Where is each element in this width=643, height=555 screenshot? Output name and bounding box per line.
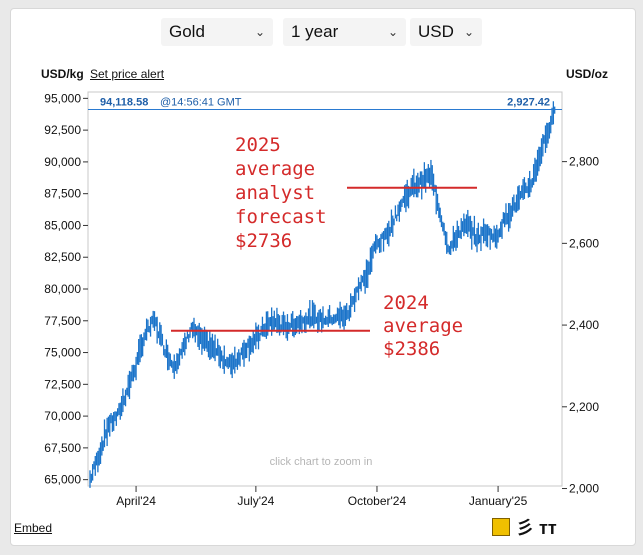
average-2024-annotation-line: average bbox=[383, 315, 463, 337]
chevron-down-icon: ⌄ bbox=[254, 25, 265, 39]
logo-cube-icon bbox=[492, 518, 510, 536]
left-axis-tick-label: 75,000 bbox=[44, 346, 81, 360]
chevron-down-icon: ⌄ bbox=[463, 25, 474, 39]
x-axis-tick-label: April'24 bbox=[116, 494, 156, 508]
price-series bbox=[89, 101, 556, 488]
right-axis-tick-label: 2,200 bbox=[569, 400, 599, 414]
forecast-2025-annotation-line: analyst bbox=[235, 182, 315, 204]
forecast-2025-annotation-line: $2736 bbox=[235, 230, 292, 252]
average-2024-annotation-line: 2024 bbox=[383, 292, 429, 314]
embed-link[interactable]: Embed bbox=[14, 521, 53, 535]
brand-logo: 彡 тт bbox=[492, 514, 557, 540]
average-2024-annotation-line: $2386 bbox=[383, 338, 440, 360]
left-axis-tick-label: 87,500 bbox=[44, 187, 81, 201]
left-axis-tick-label: 77,500 bbox=[44, 314, 81, 328]
left-axis-tick-label: 95,000 bbox=[44, 91, 81, 105]
left-axis-tick-label: 70,000 bbox=[44, 409, 81, 423]
x-axis-tick-label: January'25 bbox=[469, 494, 528, 508]
forecast-2025-annotation-line: forecast bbox=[235, 206, 327, 228]
current-price-time: @14:56:41 GMT bbox=[160, 97, 242, 109]
annotations: 2025averageanalystforecast$27362024avera… bbox=[235, 134, 463, 360]
forecast-2025-annotation-line: average bbox=[235, 158, 315, 180]
right-axis-tick-label: 2,800 bbox=[569, 155, 599, 169]
chart-card bbox=[10, 8, 636, 546]
left-axis-tick-label: 92,500 bbox=[44, 123, 81, 137]
currency-select[interactable]: USD ⌄ bbox=[410, 18, 482, 46]
metal-select-value: Gold bbox=[169, 22, 205, 41]
x-axis-tick-label: July'24 bbox=[237, 494, 274, 508]
right-axis-tick-label: 2,000 bbox=[569, 482, 599, 496]
current-price-oz: 2,927.42 bbox=[507, 97, 550, 109]
period-select[interactable]: 1 year ⌄ bbox=[283, 18, 406, 46]
left-axis: 65,000 67,500 70,000 72,500 75,000 77,500 80,0… bbox=[44, 91, 88, 487]
current-price-marker: 94,118.58 @14:56:41 GMT 2,927.42 bbox=[88, 97, 562, 111]
plot-frame bbox=[87, 91, 563, 487]
period-select-value: 1 year bbox=[291, 22, 339, 41]
reference-lines bbox=[171, 186, 477, 332]
x-axis: April'24 July'24 October'24 January'25 bbox=[116, 486, 528, 508]
left-axis-tick-label: 82,500 bbox=[44, 250, 81, 264]
left-axis-tick-label: 67,500 bbox=[44, 441, 81, 455]
currency-select-value: USD bbox=[418, 22, 454, 41]
left-axis-tick-label: 65,000 bbox=[44, 473, 81, 487]
left-axis-tick-label: 72,500 bbox=[44, 377, 81, 391]
left-axis-tick-label: 90,000 bbox=[44, 155, 81, 169]
zoom-hint: click chart to zoom in bbox=[270, 456, 373, 468]
left-unit-label: USD/kg bbox=[41, 67, 84, 81]
left-axis-tick-label: 85,000 bbox=[44, 218, 81, 232]
left-axis-tick-label: 80,000 bbox=[44, 282, 81, 296]
current-price-kg: 94,118.58 bbox=[100, 97, 148, 109]
right-axis-tick-label: 2,600 bbox=[569, 236, 599, 250]
plot-border bbox=[87, 91, 563, 487]
right-axis: 2,000 2,200 2,400 2,600 2,800 bbox=[562, 155, 599, 496]
set-price-alert-link[interactable]: Set price alert bbox=[90, 67, 165, 81]
forecast-2025-annotation-line: 2025 bbox=[235, 134, 281, 156]
right-axis-tick-label: 2,400 bbox=[569, 318, 599, 332]
x-axis-tick-label: October'24 bbox=[348, 494, 407, 508]
metal-select[interactable]: Gold ⌄ bbox=[161, 18, 273, 46]
logo-text: 彡 тт bbox=[516, 518, 557, 538]
chevron-down-icon: ⌄ bbox=[387, 25, 398, 39]
right-unit-label: USD/oz bbox=[566, 67, 608, 81]
